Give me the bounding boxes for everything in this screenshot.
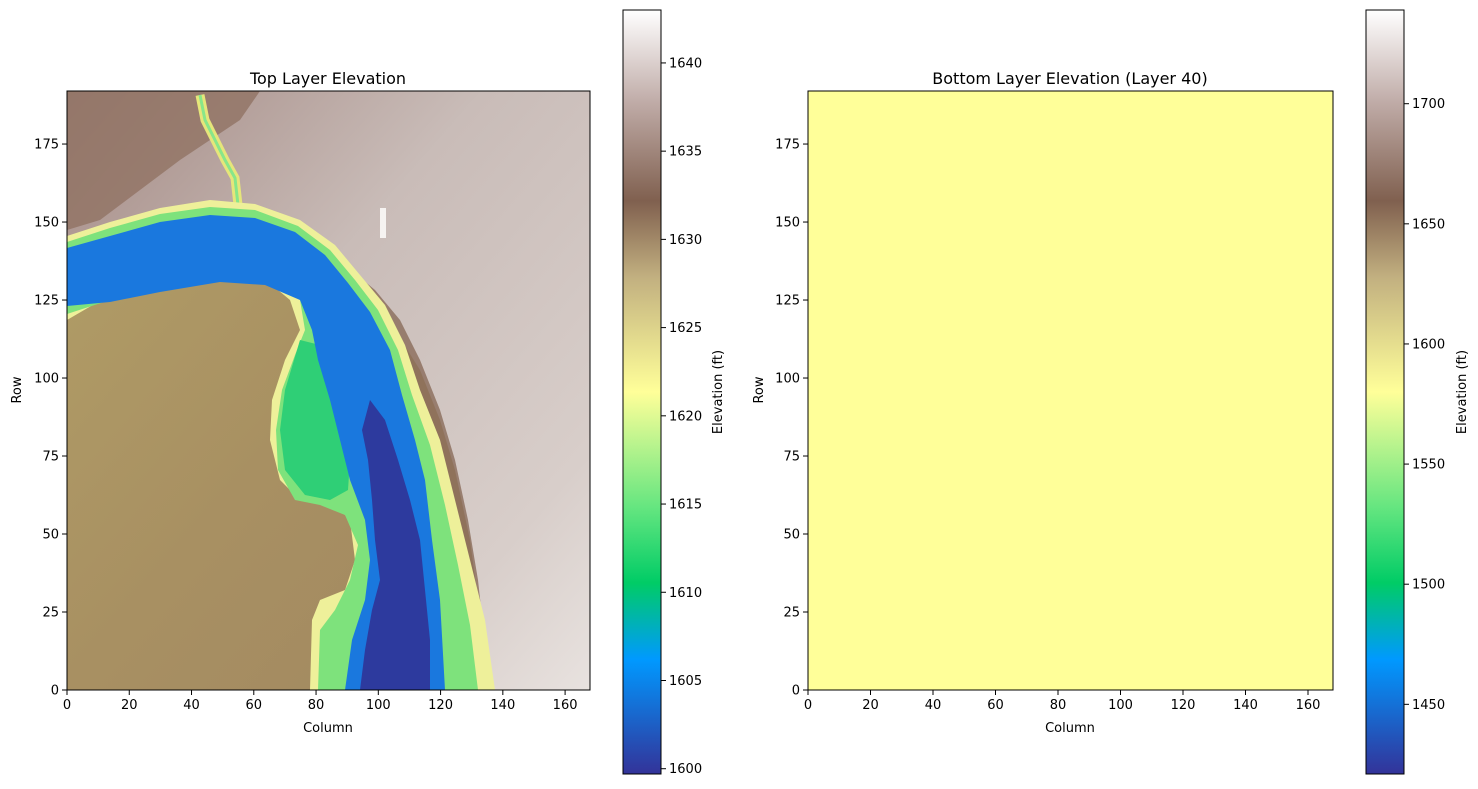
- y-tick-label: 100: [34, 372, 59, 387]
- top-layer-panel: Top Layer Elevation: [10, 9, 726, 777]
- x-tick-label: 20: [121, 698, 138, 713]
- colorbar-tick-label: 1630: [669, 233, 702, 248]
- y-tick-label: 175: [34, 138, 59, 153]
- y-tick-label: 150: [34, 216, 59, 231]
- x-tick-label: 20: [862, 698, 879, 713]
- bright-spot: [380, 208, 386, 238]
- top-layer-ylabel: Row: [10, 376, 25, 403]
- top-layer-title: Top Layer Elevation: [249, 69, 406, 88]
- top-layer-colorbar-ticks: 1600 1605 1610 1615 1620 1625 1630 1635 1640: [661, 56, 702, 777]
- deep-channel: [360, 400, 430, 690]
- x-tick-label: 120: [428, 698, 453, 713]
- y-tick-label: 150: [775, 216, 800, 231]
- bottom-layer-x-ticks: 0 20 40 60 80 100 120 140 160: [804, 690, 1321, 713]
- upland-area: [67, 91, 590, 690]
- x-tick-label: 0: [63, 698, 71, 713]
- colorbar-tick-label: 1650: [1412, 217, 1445, 232]
- x-tick-label: 40: [183, 698, 200, 713]
- y-tick-label: 0: [51, 684, 59, 699]
- y-tick-label: 100: [775, 372, 800, 387]
- bottom-layer-xlabel: Column: [1045, 721, 1095, 736]
- x-tick-label: 140: [490, 698, 515, 713]
- x-tick-label: 40: [925, 698, 942, 713]
- x-tick-label: 100: [1108, 698, 1133, 713]
- y-tick-label: 50: [42, 528, 59, 543]
- y-tick-label: 25: [42, 606, 59, 621]
- tributary-core: [198, 94, 240, 206]
- y-tick-label: 125: [34, 294, 59, 309]
- top-layer-heatmap: [67, 91, 590, 690]
- x-tick-label: 100: [366, 698, 391, 713]
- bottom-layer-colorbar-ticks: 1450 1500 1550 1600 1650 1700: [1404, 97, 1445, 713]
- colorbar-tick-label: 1450: [1412, 698, 1445, 713]
- colorbar-tick-label: 1625: [669, 321, 702, 336]
- bottom-layer-y-ticks: 0 25 50 75 100 125 150 175: [775, 138, 808, 699]
- main-channel: [67, 215, 445, 690]
- y-tick-label: 125: [775, 294, 800, 309]
- colorbar-tick-label: 1640: [669, 56, 702, 71]
- y-tick-label: 25: [783, 606, 800, 621]
- top-layer-y-ticks: 0 25 50 75 100 125 150 175: [34, 138, 67, 699]
- bottom-layer-title: Bottom Layer Elevation (Layer 40): [932, 69, 1207, 88]
- colorbar-tick-label: 1610: [669, 586, 702, 601]
- top-layer-colorbar: [622, 9, 662, 775]
- bottom-layer-panel: Bottom Layer Elevation (Layer 40) 0 20 40 6…: [752, 9, 1470, 775]
- x-tick-label: 60: [246, 698, 263, 713]
- colorbar-tick-label: 1615: [669, 498, 702, 513]
- y-tick-label: 175: [775, 138, 800, 153]
- bottom-layer-colorbar-label: Elevation (ft): [1455, 350, 1470, 434]
- x-tick-label: 140: [1233, 698, 1258, 713]
- top-layer-xlabel: Column: [303, 721, 353, 736]
- x-tick-label: 80: [1050, 698, 1067, 713]
- x-tick-label: 80: [308, 698, 325, 713]
- x-tick-label: 0: [804, 698, 812, 713]
- x-tick-label: 160: [1296, 698, 1321, 713]
- y-tick-label: 75: [42, 450, 59, 465]
- x-tick-label: 120: [1171, 698, 1196, 713]
- y-tick-label: 75: [783, 450, 800, 465]
- colorbar-tick-label: 1620: [669, 409, 702, 424]
- bottom-layer-colorbar: [1365, 9, 1405, 775]
- top-layer-x-ticks: 0 20 40 60 80 100 120 140 160: [63, 690, 578, 713]
- colorbar-tick-label: 1600: [669, 762, 702, 777]
- colorbar-tick-label: 1635: [669, 145, 702, 160]
- x-tick-label: 60: [987, 698, 1004, 713]
- colorbar-tick-label: 1500: [1412, 578, 1445, 593]
- y-tick-label: 50: [783, 528, 800, 543]
- colorbar-tick-label: 1700: [1412, 97, 1445, 112]
- colorbar-tick-label: 1600: [1412, 337, 1445, 352]
- bottom-layer-heatmap: [807, 90, 1334, 691]
- colorbar-tick-label: 1550: [1412, 458, 1445, 473]
- bottom-layer-ylabel: Row: [752, 376, 767, 403]
- y-tick-label: 0: [792, 684, 800, 699]
- colorbar-tick-label: 1605: [669, 674, 702, 689]
- x-tick-label: 160: [553, 698, 578, 713]
- top-layer-colorbar-label: Elevation (ft): [711, 350, 726, 434]
- top-layer-axes-frame: [66, 90, 591, 691]
